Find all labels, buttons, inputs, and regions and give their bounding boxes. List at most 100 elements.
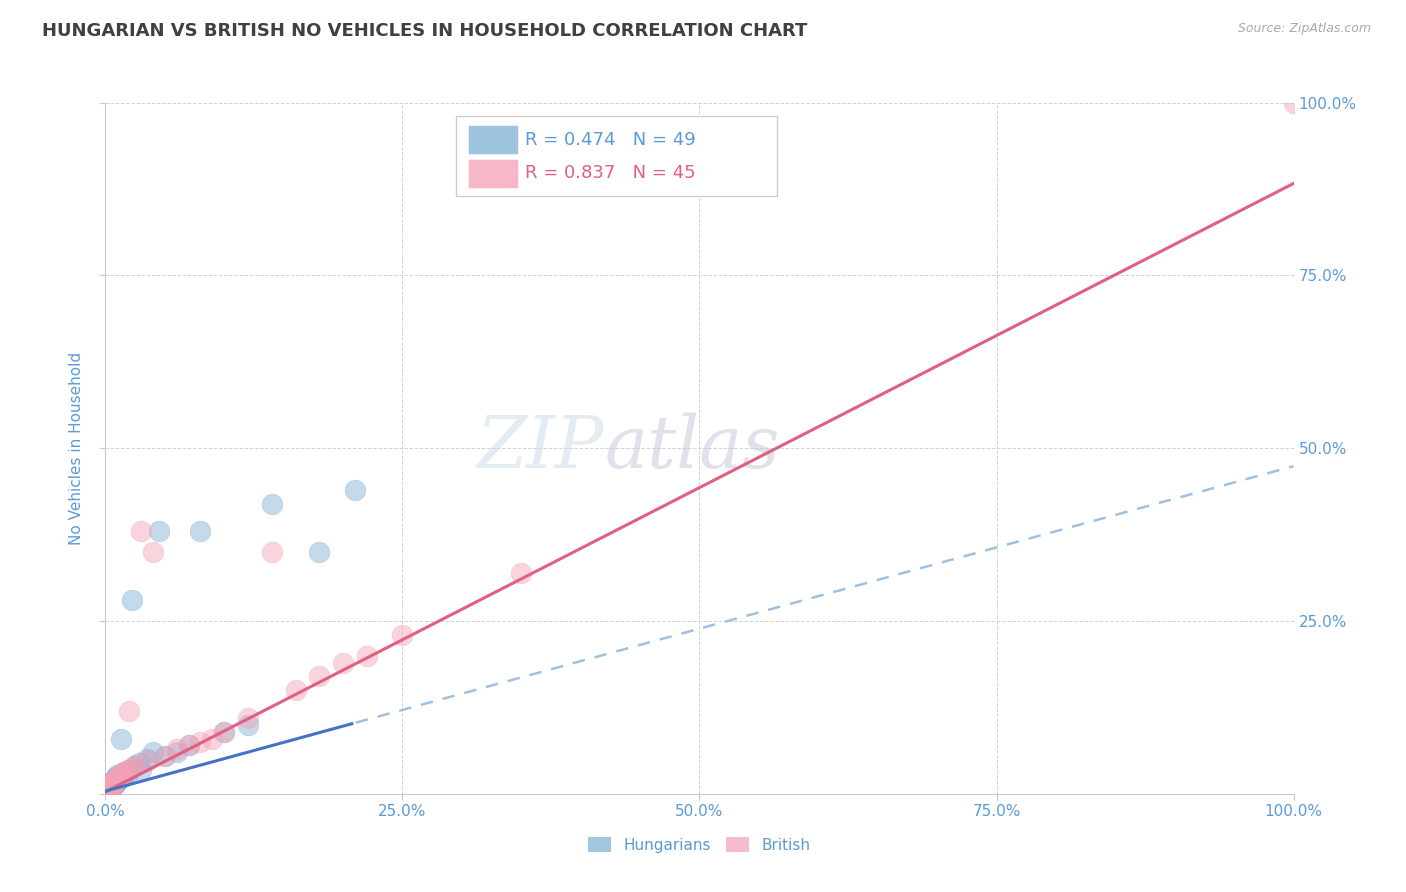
Point [105, 774, 128, 789]
Point [136, 754, 159, 768]
Point [153, 748, 176, 763]
Text: atlas: atlas [605, 413, 780, 483]
Point [236, 711, 259, 725]
Point [284, 683, 307, 698]
Point [98, 782, 121, 797]
Point [100, 776, 122, 790]
Point [98, 780, 121, 794]
Point [308, 669, 330, 683]
Point [105, 772, 128, 788]
Point [108, 767, 131, 781]
Point [98, 780, 121, 794]
Point [260, 496, 283, 510]
Point [236, 717, 259, 731]
Text: HUNGARIAN VS BRITISH NO VEHICLES IN HOUSEHOLD CORRELATION CHART: HUNGARIAN VS BRITISH NO VEHICLES IN HOUS… [42, 22, 807, 40]
Point [142, 746, 165, 760]
Point [142, 545, 165, 559]
Point [103, 778, 125, 792]
Point [101, 779, 124, 793]
Text: R = 0.474   N = 49: R = 0.474 N = 49 [524, 131, 696, 149]
Point [356, 648, 378, 663]
Point [118, 763, 141, 777]
Point [97, 780, 120, 794]
Point [97, 780, 120, 795]
Point [98, 782, 121, 797]
Point [115, 763, 138, 777]
Point [114, 764, 136, 779]
Y-axis label: No Vehicles in Household: No Vehicles in Household [69, 351, 84, 545]
Point [166, 742, 188, 756]
Point [107, 770, 129, 784]
Point [110, 731, 132, 746]
Point [101, 774, 124, 789]
Point [96, 785, 118, 799]
FancyBboxPatch shape [468, 126, 517, 154]
Point [114, 766, 136, 780]
Point [391, 628, 413, 642]
Point [214, 724, 236, 739]
Point [96, 783, 118, 797]
Point [1282, 95, 1305, 110]
Text: Source: ZipAtlas.com: Source: ZipAtlas.com [1237, 22, 1371, 36]
Point [103, 772, 125, 788]
Point [101, 778, 124, 792]
Text: ZIP: ZIP [477, 413, 605, 483]
Point [105, 767, 128, 781]
Point [111, 766, 134, 780]
Point [124, 757, 146, 772]
Point [112, 770, 135, 784]
Point [98, 781, 121, 796]
Point [103, 776, 125, 790]
Point [107, 772, 129, 786]
Point [201, 731, 224, 746]
Point [98, 780, 121, 795]
Point [100, 780, 122, 794]
Point [100, 780, 122, 794]
FancyBboxPatch shape [456, 117, 776, 196]
Point [105, 772, 128, 786]
Point [124, 759, 146, 773]
Point [104, 774, 127, 789]
Point [121, 761, 143, 775]
Point [104, 772, 127, 786]
Point [97, 783, 120, 797]
Point [332, 656, 354, 670]
Point [98, 777, 121, 791]
Point [260, 545, 283, 559]
Point [118, 704, 141, 718]
Point [104, 776, 127, 790]
Point [98, 781, 121, 796]
Point [97, 782, 120, 797]
Point [108, 770, 131, 784]
Point [129, 524, 152, 539]
Point [105, 776, 128, 790]
Point [98, 776, 121, 790]
Point [97, 782, 120, 797]
Point [214, 724, 236, 739]
Legend: Hungarians, British: Hungarians, British [582, 830, 817, 859]
Point [510, 566, 533, 580]
Point [114, 764, 136, 779]
Point [100, 776, 122, 790]
Point [128, 756, 150, 770]
Point [308, 545, 330, 559]
Point [148, 524, 170, 539]
Point [136, 752, 159, 766]
Point [98, 779, 121, 793]
Point [177, 739, 200, 753]
Point [98, 778, 121, 792]
Point [96, 785, 118, 799]
Point [166, 746, 188, 760]
Point [112, 766, 135, 780]
Point [105, 770, 128, 784]
Point [129, 763, 152, 777]
Point [121, 593, 143, 607]
Point [343, 483, 366, 497]
Point [111, 766, 134, 780]
Point [190, 524, 212, 539]
Point [110, 770, 132, 784]
Point [190, 735, 212, 749]
Text: R = 0.837   N = 45: R = 0.837 N = 45 [524, 164, 696, 182]
Point [153, 748, 176, 763]
FancyBboxPatch shape [468, 159, 517, 187]
